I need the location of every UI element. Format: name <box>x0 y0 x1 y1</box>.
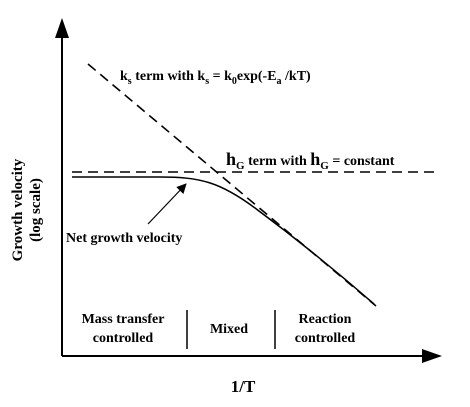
net-growth-label: Net growth velocity <box>66 231 182 246</box>
y-axis-label: Growth velocity <box>10 158 26 261</box>
net-growth-curve <box>72 176 375 305</box>
region-reaction-line2: controlled <box>295 331 356 346</box>
region-mass-transfer-line1: Mass transfer <box>82 312 165 327</box>
x-axis-arrowhead <box>422 349 442 363</box>
ks-term-label: ks term with ks = k0exp(-Ea /kT) <box>120 69 311 87</box>
y-axis-label-unit: (log scale) <box>28 178 44 242</box>
net-growth-pointer <box>147 183 187 225</box>
region-mass-transfer-line2: controlled <box>93 331 154 346</box>
region-mixed: Mixed <box>210 322 248 337</box>
hg-term-label: hG term with hG = constant <box>226 149 395 172</box>
y-axis-arrowhead <box>55 18 69 38</box>
x-axis-label: 1/T <box>231 377 256 396</box>
region-reaction-line1: Reaction <box>299 312 352 327</box>
